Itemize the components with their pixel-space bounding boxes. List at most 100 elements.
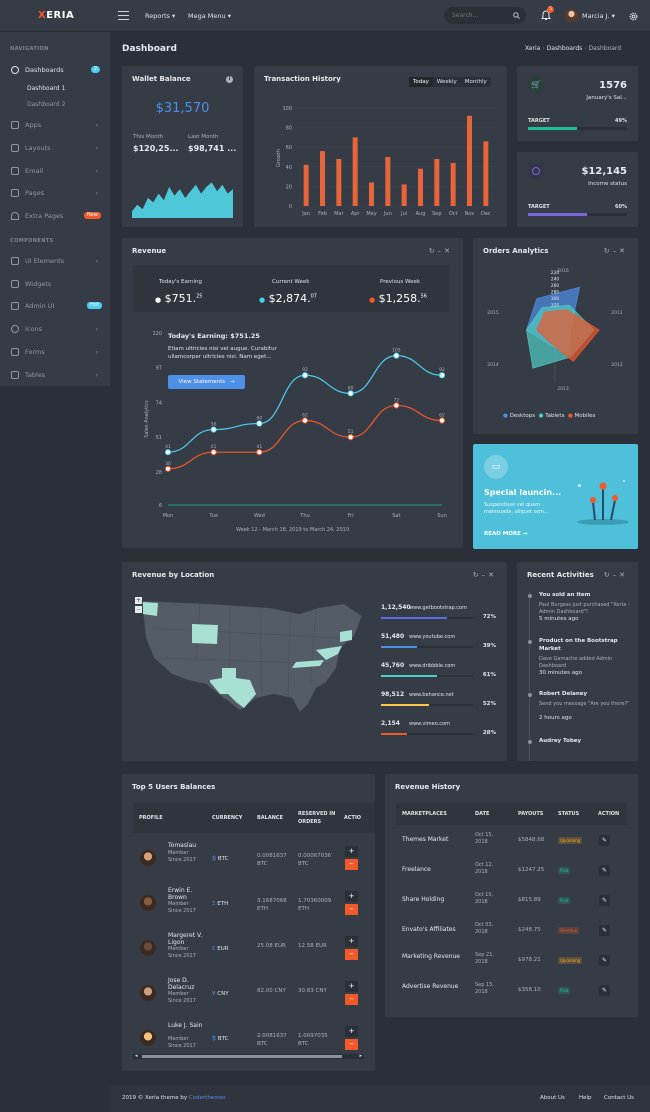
read-more-link[interactable]: READ MORE →: [484, 531, 527, 537]
brand-link[interactable]: Coderthemes: [188, 1095, 226, 1101]
remove-button[interactable]: –: [345, 994, 358, 1005]
minimize-icon[interactable]: –: [612, 247, 620, 255]
x-tick-label: Fri: [348, 513, 354, 519]
bar: [385, 157, 391, 206]
search-icon[interactable]: [513, 12, 520, 19]
sidebar-item-extra-pages[interactable]: Extra Pages New: [0, 208, 110, 224]
sidebar-item-widgets[interactable]: Widgets: [0, 276, 110, 292]
hamburger-icon[interactable]: [118, 11, 129, 20]
sidebar-item-pages[interactable]: Pages ›: [0, 185, 110, 201]
sidebar-item-admin-ui[interactable]: Admin UI Hot: [0, 298, 110, 314]
edit-button[interactable]: ✎: [599, 865, 610, 876]
reports-menu[interactable]: Reports ▾: [145, 12, 175, 20]
edit-button[interactable]: ✎: [599, 925, 610, 936]
remove-button[interactable]: –: [345, 904, 358, 915]
wallet-sparkline: [132, 182, 233, 218]
status-badge: Upcoming: [558, 957, 583, 964]
refresh-icon[interactable]: ↻: [603, 247, 613, 255]
close-icon[interactable]: ✕: [488, 571, 497, 579]
search-box[interactable]: [444, 7, 526, 24]
table-row: Margeret V. Ligon Member Since 2017 € EUR 2…: [122, 930, 375, 970]
minimize-icon[interactable]: –: [481, 571, 489, 579]
chevron-right-icon: ›: [95, 348, 98, 356]
tab-monthly[interactable]: Monthly: [464, 79, 487, 85]
transaction-bar-chart: 0 20 40 60 80 100 Growth Jan Feb Mar Apr May Jun Jul A…: [276, 106, 494, 217]
activity-title: Robert Delaney: [539, 691, 588, 697]
activity-text: Dave Gamache added Admin Dashboard: [539, 656, 613, 669]
refresh-icon[interactable]: ↻: [472, 571, 482, 579]
timeline-dot: [527, 693, 532, 697]
column-header: RESERVED IN ORDERS: [298, 811, 336, 825]
site-url[interactable]: www.vimeo.com: [409, 721, 450, 727]
footer-link-contact[interactable]: Contact Us: [604, 1095, 635, 1101]
breadcrumb-item[interactable]: Dashboards: [546, 45, 583, 52]
table-header: [396, 803, 627, 825]
payout: $5848.68: [518, 837, 545, 843]
count-badge: 2: [91, 66, 101, 73]
refresh-icon[interactable]: ↻: [428, 247, 438, 255]
close-icon[interactable]: ✕: [444, 247, 453, 255]
remove-button[interactable]: –: [345, 1039, 358, 1050]
user-name: Margeret V. Ligon: [168, 932, 203, 946]
site-url[interactable]: www.behance.net: [409, 692, 454, 698]
search-input[interactable]: [452, 10, 510, 21]
sidebar-item-apps[interactable]: Apps ›: [0, 117, 110, 133]
add-button[interactable]: +: [345, 891, 358, 902]
add-button[interactable]: +: [345, 936, 358, 947]
status-badge: Overdue: [558, 927, 580, 934]
sidebar-item-icons[interactable]: Icons ›: [0, 321, 110, 337]
user-avatar[interactable]: [565, 9, 578, 22]
edit-button[interactable]: ✎: [599, 835, 610, 846]
edit-button[interactable]: ✎: [599, 955, 610, 966]
sidebar-subitem-dashboard-2[interactable]: Dashboard 2: [27, 101, 66, 108]
gear-icon[interactable]: [628, 11, 639, 22]
footer-link-help[interactable]: Help: [579, 1095, 592, 1101]
tab-weekly[interactable]: Weekly: [436, 79, 457, 85]
remove-button[interactable]: –: [345, 949, 358, 960]
close-icon[interactable]: ✕: [619, 571, 628, 579]
tab-today[interactable]: Today: [409, 77, 433, 87]
user-menu[interactable]: Marcia J. ▾: [582, 12, 615, 20]
top-users-card: Top 5 Users Balances PROFILE CURRENCY BA…: [122, 774, 375, 1071]
store-icon: ▭: [484, 455, 508, 479]
bar: [483, 141, 489, 206]
breadcrumb-item[interactable]: Xeria: [525, 45, 541, 52]
target-percent: 60%: [615, 204, 627, 210]
top-bar: XERIA Reports ▾ Mega Menu ▾ 5 Marcia J. …: [0, 0, 650, 32]
add-button[interactable]: +: [345, 981, 358, 992]
edit-button[interactable]: ✎: [599, 895, 610, 906]
remove-button[interactable]: –: [345, 859, 358, 870]
star-icon: [11, 325, 19, 333]
close-icon[interactable]: ✕: [619, 247, 628, 255]
add-button[interactable]: +: [345, 1026, 358, 1037]
refresh-icon[interactable]: ↻: [603, 571, 613, 579]
minimize-icon[interactable]: –: [612, 571, 620, 579]
add-button[interactable]: +: [345, 846, 358, 857]
card-title: Top 5 Users Balances: [132, 783, 216, 791]
view-statements-button[interactable]: View Statements →: [168, 375, 245, 389]
horizontal-scrollbar[interactable]: ◂ ▸: [133, 1053, 364, 1059]
sidebar-item-ui-elements[interactable]: UI Elements ›: [0, 253, 110, 269]
sidebar-subitem-dashboard-1[interactable]: Dashboard 1: [27, 85, 66, 92]
scroll-right-icon[interactable]: ▸: [359, 1053, 362, 1059]
sidebar-item-layouts[interactable]: Layouts ›: [0, 140, 110, 156]
zoom-out-button[interactable]: –: [135, 606, 142, 613]
sidebar-item-email[interactable]: Email ›: [0, 163, 110, 179]
footer-link-about[interactable]: About Us: [540, 1095, 565, 1101]
logo[interactable]: XERIA: [38, 10, 74, 21]
data-label: 80: [348, 385, 354, 391]
edit-button[interactable]: ✎: [599, 985, 610, 996]
info-icon[interactable]: i: [226, 76, 233, 83]
site-url[interactable]: www.getbootstrap.com: [409, 605, 467, 611]
site-url[interactable]: www.dribbble.com: [409, 663, 456, 669]
site-url[interactable]: www.youtube.com: [409, 634, 456, 640]
sidebar-item-tables[interactable]: Tables ›: [0, 367, 110, 383]
zoom-in-button[interactable]: +: [135, 597, 142, 604]
minimize-icon[interactable]: –: [437, 247, 445, 255]
sidebar-item-dashboards[interactable]: Dashboards 2: [0, 62, 110, 78]
mega-menu[interactable]: Mega Menu ▾: [188, 12, 231, 20]
scrollbar-thumb[interactable]: [142, 1055, 342, 1058]
scroll-left-icon[interactable]: ◂: [135, 1053, 138, 1059]
copyright: 2019 © Xeria theme by Coderthemes: [122, 1095, 226, 1101]
sidebar-item-forms[interactable]: Forms ›: [0, 344, 110, 360]
